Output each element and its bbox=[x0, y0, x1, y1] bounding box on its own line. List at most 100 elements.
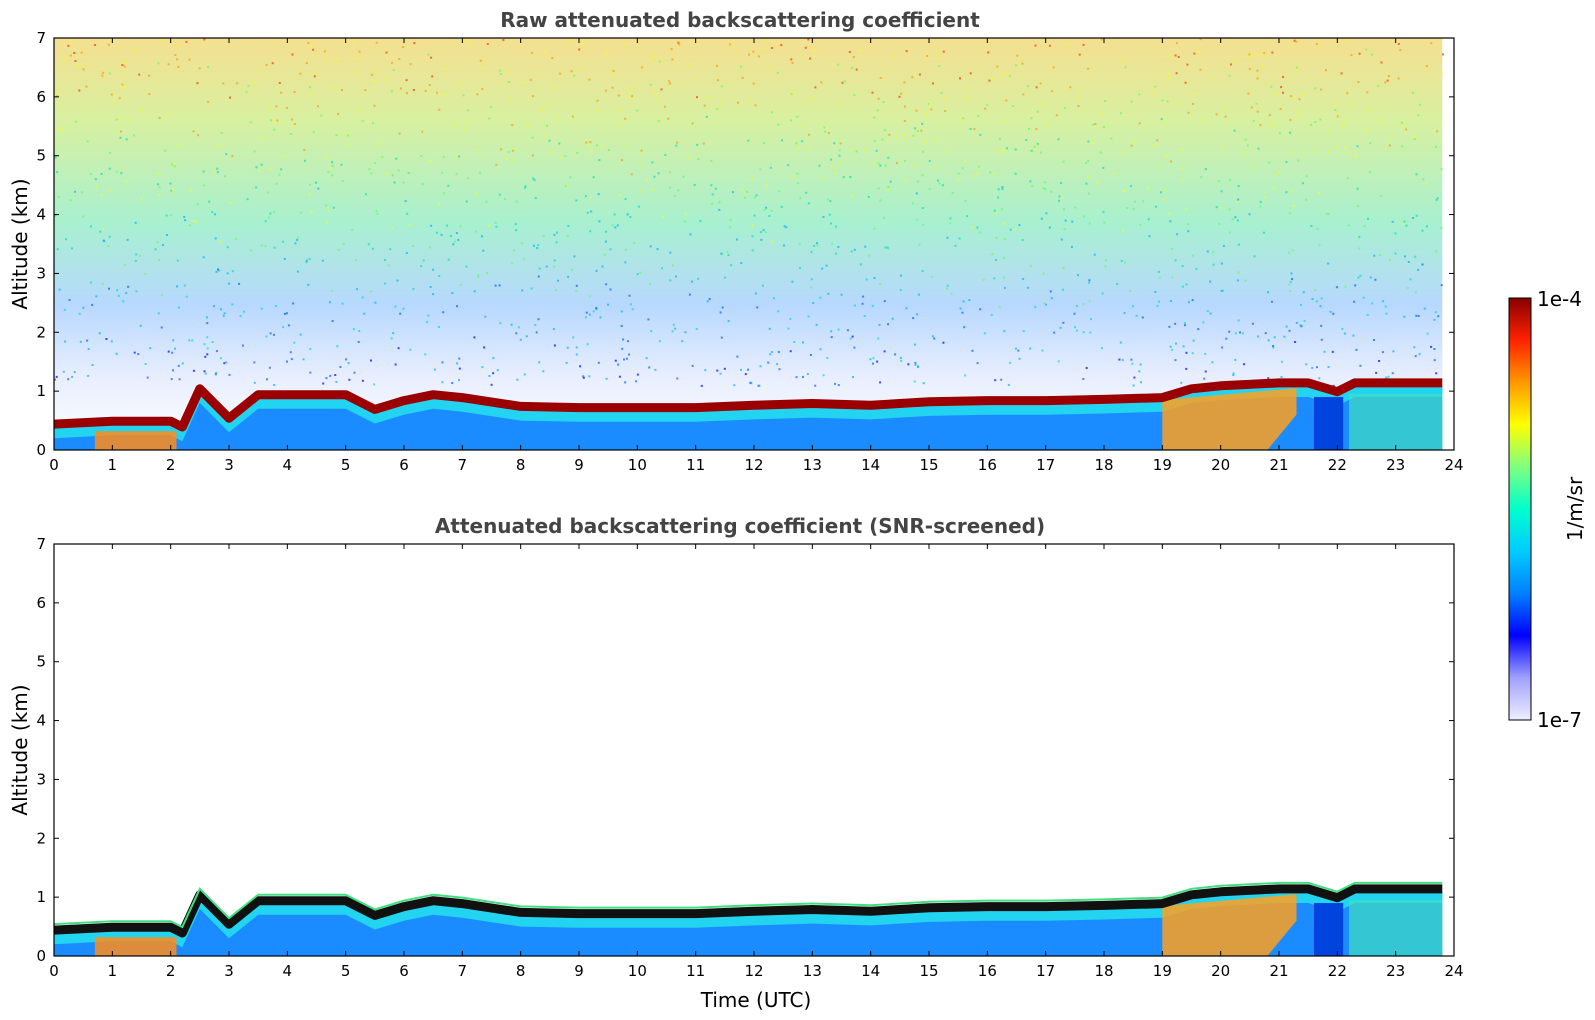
top-y-tick-label: 6 bbox=[36, 88, 46, 106]
bottom-y-tick-label: 7 bbox=[36, 535, 46, 553]
top-x-tick-label: 11 bbox=[686, 456, 705, 474]
bottom-x-tick-label: 1 bbox=[108, 962, 118, 980]
bottom-x-tick-label: 14 bbox=[861, 962, 880, 980]
top-x-tick-label: 20 bbox=[1211, 456, 1230, 474]
top-x-tick-label: 17 bbox=[1036, 456, 1055, 474]
top-chart-title: Raw attenuated backscattering coefficien… bbox=[500, 8, 980, 32]
colorbar-min-label: 1e-7 bbox=[1537, 708, 1582, 732]
top-x-tick-label: 5 bbox=[341, 456, 351, 474]
bottom-x-tick-label: 12 bbox=[744, 962, 763, 980]
late-aerosol bbox=[1349, 394, 1443, 450]
bottom-x-tick-label: 6 bbox=[399, 962, 409, 980]
bottom-x-tick-label: 8 bbox=[516, 962, 526, 980]
bottom-x-tick-label: 15 bbox=[919, 962, 938, 980]
bottom-x-tick-label: 18 bbox=[1094, 962, 1113, 980]
top-y-tick-label: 2 bbox=[36, 323, 46, 341]
bottom-x-tick-label: 9 bbox=[574, 962, 584, 980]
bottom-x-tick-label: 23 bbox=[1386, 962, 1405, 980]
bottom-y-tick-label: 2 bbox=[36, 829, 46, 847]
top-x-tick-label: 4 bbox=[283, 456, 293, 474]
top-x-tick-label: 6 bbox=[399, 456, 409, 474]
top-x-tick-label: 12 bbox=[744, 456, 763, 474]
low-backscatter-gap bbox=[1314, 903, 1344, 956]
cloud-base-band bbox=[54, 892, 1443, 948]
cloud-layer bbox=[53, 378, 1443, 432]
bottom-x-tick-label: 10 bbox=[628, 962, 647, 980]
top-x-tick-label: 14 bbox=[861, 456, 880, 474]
top-x-ticks: 0 1 2 3 4 5 6 7 8 9 10 11 12 13 14 15 16 17 18 19 20 21 22 23 24 bbox=[49, 38, 1464, 474]
top-x-tick-label: 24 bbox=[1444, 456, 1463, 474]
bottom-y-tick-label: 5 bbox=[36, 653, 46, 671]
bottom-x-tick-label: 17 bbox=[1036, 962, 1055, 980]
bottom-x-tick-label: 11 bbox=[686, 962, 705, 980]
top-x-tick-label: 16 bbox=[978, 456, 997, 474]
top-y-tick-label: 1 bbox=[36, 382, 46, 400]
top-y-tick-label: 5 bbox=[36, 147, 46, 165]
bottom-x-tick-label: 0 bbox=[49, 962, 59, 980]
x-axis-label: Time (UTC) bbox=[700, 988, 812, 1012]
bottom-y-tick-label: 0 bbox=[36, 947, 46, 965]
top-x-tick-label: 7 bbox=[458, 456, 468, 474]
top-panel: Raw attenuated backscattering coefficien… bbox=[8, 8, 1464, 474]
top-x-tick-label: 18 bbox=[1094, 456, 1113, 474]
top-x-tick-label: 15 bbox=[919, 456, 938, 474]
bottom-x-ticks: 0 1 2 3 4 5 6 7 8 9 10 11 12 13 14 15 16 17 18 19 20 21 22 23 24 bbox=[49, 544, 1464, 980]
top-x-tick-label: 8 bbox=[516, 456, 526, 474]
bottom-x-tick-label: 4 bbox=[283, 962, 293, 980]
bottom-y-tick-label: 4 bbox=[36, 712, 46, 730]
cloud-base-band bbox=[54, 386, 1443, 442]
late-aerosol bbox=[1349, 900, 1443, 956]
colorbar-max-label: 1e-4 bbox=[1537, 287, 1582, 311]
bottom-x-tick-label: 13 bbox=[803, 962, 822, 980]
top-x-tick-label: 21 bbox=[1269, 456, 1288, 474]
bottom-y-tick-label: 1 bbox=[36, 888, 46, 906]
top-y-ticks: 0 1 2 3 4 5 6 7 bbox=[36, 29, 1454, 459]
bottom-y-tick-label: 6 bbox=[36, 594, 46, 612]
top-y-tick-label: 0 bbox=[36, 441, 46, 459]
bottom-x-tick-label: 19 bbox=[1153, 962, 1172, 980]
bottom-x-tick-label: 7 bbox=[458, 962, 468, 980]
cloud-layer-edge bbox=[53, 881, 1443, 929]
bottom-x-tick-label: 21 bbox=[1269, 962, 1288, 980]
strong-backscatter-evening bbox=[1162, 894, 1297, 956]
bottom-x-tick-label: 16 bbox=[978, 962, 997, 980]
top-x-tick-label: 1 bbox=[108, 456, 118, 474]
bottom-x-tick-label: 20 bbox=[1211, 962, 1230, 980]
top-x-tick-label: 3 bbox=[224, 456, 234, 474]
noise-field bbox=[54, 38, 1443, 450]
bottom-heatmap bbox=[53, 881, 1443, 956]
bottom-x-tick-label: 24 bbox=[1444, 962, 1463, 980]
bottom-panel: Attenuated backscattering coefficient (S… bbox=[8, 514, 1464, 1012]
top-x-tick-label: 19 bbox=[1153, 456, 1172, 474]
noise-speckle bbox=[54, 38, 1444, 387]
colorbar: 1e-4 1e-7 1/m/sr bbox=[1508, 287, 1587, 732]
top-x-tick-label: 22 bbox=[1328, 456, 1347, 474]
bottom-y-axis-label: Altitude (km) bbox=[8, 684, 32, 815]
top-y-axis-label: Altitude (km) bbox=[8, 178, 32, 309]
top-y-tick-label: 3 bbox=[36, 264, 46, 282]
strong-backscatter-early bbox=[94, 937, 177, 956]
bottom-chart-title: Attenuated backscattering coefficient (S… bbox=[435, 514, 1045, 538]
cloud-layer bbox=[53, 884, 1443, 938]
bottom-y-ticks: 0 1 2 3 4 5 6 7 bbox=[36, 535, 1454, 965]
strong-backscatter-early bbox=[94, 431, 177, 450]
bottom-x-tick-label: 5 bbox=[341, 962, 351, 980]
strong-backscatter-evening bbox=[1162, 388, 1297, 450]
top-x-tick-label: 9 bbox=[574, 456, 584, 474]
bottom-x-tick-label: 22 bbox=[1328, 962, 1347, 980]
top-heatmap bbox=[53, 38, 1444, 450]
top-y-tick-label: 7 bbox=[36, 29, 46, 47]
bottom-x-tick-label: 3 bbox=[224, 962, 234, 980]
bottom-x-tick-label: 2 bbox=[166, 962, 176, 980]
colorbar-bar bbox=[1508, 297, 1532, 721]
top-x-tick-label: 10 bbox=[628, 456, 647, 474]
top-x-tick-label: 23 bbox=[1386, 456, 1405, 474]
top-x-tick-label: 0 bbox=[49, 456, 59, 474]
top-x-tick-label: 13 bbox=[803, 456, 822, 474]
top-y-tick-label: 4 bbox=[36, 206, 46, 224]
low-backscatter-gap bbox=[1314, 397, 1344, 450]
colorbar-unit-label: 1/m/sr bbox=[1563, 476, 1587, 541]
bottom-y-tick-label: 3 bbox=[36, 770, 46, 788]
top-x-tick-label: 2 bbox=[166, 456, 176, 474]
